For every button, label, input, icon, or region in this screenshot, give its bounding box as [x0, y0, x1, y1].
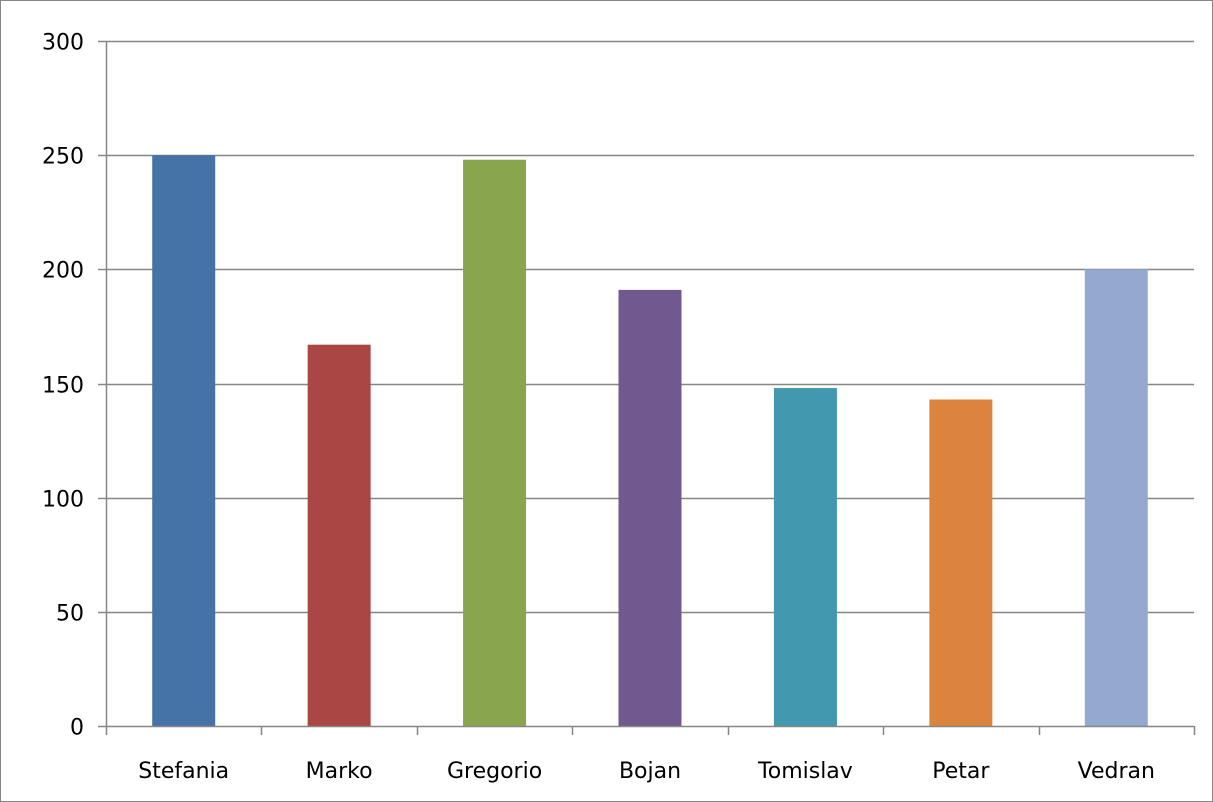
bar-stefania — [152, 155, 216, 726]
x-tick-label: Marko — [306, 759, 373, 784]
bar-bojan — [618, 289, 682, 726]
x-tick-label: Bojan — [619, 759, 681, 784]
y-tick-label: 200 — [42, 259, 84, 284]
x-tick-label: Gregorio — [447, 759, 542, 784]
x-tick-label: Tomislav — [757, 759, 853, 784]
y-tick-label: 0 — [70, 716, 84, 741]
x-tick-label: Petar — [932, 759, 990, 784]
y-tick-label: 100 — [42, 488, 84, 513]
y-tick-label: 150 — [42, 374, 84, 399]
y-axis-ticks: 0 50 100 150 200 250 300 — [42, 31, 106, 741]
y-tick-label: 300 — [42, 31, 84, 56]
bar-marko — [307, 344, 371, 726]
axes — [105, 41, 1194, 728]
bar-petar — [929, 399, 993, 726]
bar-gregorio — [463, 159, 527, 726]
bar-tomislav — [773, 388, 837, 726]
y-tick-label: 50 — [56, 602, 84, 627]
bar-vedran — [1084, 269, 1148, 726]
y-tick-label: 250 — [42, 145, 84, 170]
x-axis-ticks: Stefania Marko Gregorio Bojan Tomislav Petar V… — [105, 726, 1196, 784]
x-tick-label: Vedran — [1078, 759, 1155, 784]
x-tick-label: Stefania — [138, 759, 229, 784]
bars — [152, 155, 1148, 726]
